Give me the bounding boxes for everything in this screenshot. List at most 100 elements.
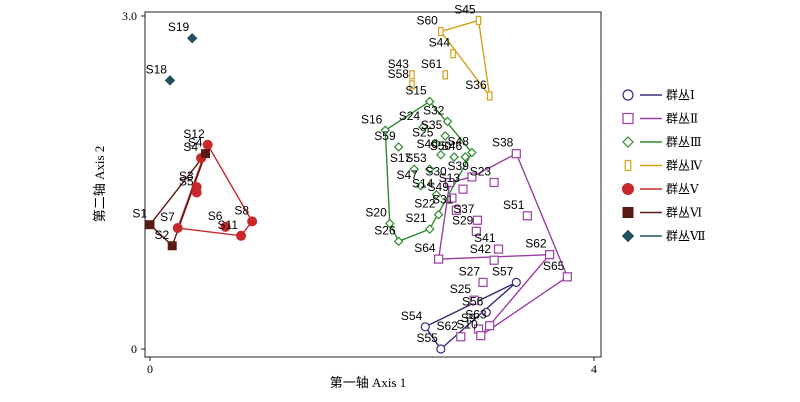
plot-point <box>409 70 415 80</box>
point-label: S15 <box>405 83 427 97</box>
plot-point <box>472 215 483 225</box>
plot-point <box>415 180 426 191</box>
point-label: S20 <box>365 206 387 220</box>
point-label: S55 <box>416 331 438 345</box>
point-label: S51 <box>503 198 525 212</box>
point-label: S4 <box>188 136 203 150</box>
point-label: S65 <box>543 259 565 273</box>
plot-point <box>493 244 504 254</box>
plot-point <box>476 331 486 341</box>
plot-point <box>380 125 391 136</box>
point-label: S3 <box>179 169 194 183</box>
point-label: S27 <box>459 264 481 278</box>
point-label: S10 <box>456 318 478 332</box>
plot-point <box>450 49 456 59</box>
point-label: S40 <box>416 137 438 151</box>
legend-label: 群丛Ⅲ <box>666 135 702 149</box>
plot-point <box>409 164 420 175</box>
point-label: S60 <box>416 14 438 28</box>
plot-frame <box>144 11 602 358</box>
legend-marker <box>622 112 634 125</box>
point-label: S9 <box>461 311 476 325</box>
plot-point <box>471 226 481 236</box>
plot-point <box>438 26 444 37</box>
plot-point <box>449 152 459 162</box>
plot-point <box>172 223 183 234</box>
plot-point <box>460 152 471 162</box>
legend-marker <box>622 136 634 148</box>
legend-label: 群丛Ⅵ <box>666 206 702 220</box>
point-label: S23 <box>470 165 492 179</box>
point-label: S7 <box>160 210 175 224</box>
point-label: S44 <box>429 36 451 50</box>
legend-label: 群丛Ⅴ <box>666 182 699 196</box>
point-label: S32 <box>423 103 445 117</box>
point-label: S39 <box>448 159 470 173</box>
point-label: S16 <box>361 112 383 126</box>
point-label: S30 <box>425 165 447 179</box>
plot-point <box>469 295 479 305</box>
point-label: S18 <box>146 62 168 76</box>
plot-point <box>511 277 521 287</box>
plot-point <box>220 221 231 232</box>
plot-point <box>247 216 258 227</box>
plot-point <box>442 116 453 127</box>
point-label: S24 <box>399 109 421 123</box>
point-label: S38 <box>492 136 514 150</box>
plot-point <box>431 189 442 200</box>
legend-marker <box>621 229 635 243</box>
plot-point <box>436 344 446 354</box>
plot-point <box>164 75 176 86</box>
plot-point <box>393 142 404 152</box>
plot-point <box>202 139 213 150</box>
point-label: S48 <box>448 135 470 149</box>
point-label: S22 <box>414 197 436 211</box>
legend-label: 群丛Ⅰ <box>666 88 695 102</box>
plot-point <box>434 254 444 264</box>
plot-point <box>456 332 466 342</box>
plot-point <box>486 91 493 101</box>
point-label: S17 <box>390 151 412 165</box>
point-label: S64 <box>414 241 436 255</box>
point-label: S35 <box>421 118 443 132</box>
plot-point <box>544 250 555 260</box>
group-hull-6 <box>149 153 207 248</box>
point-label: S43 <box>388 57 410 71</box>
point-label: S61 <box>421 57 443 71</box>
plot-point <box>201 149 210 159</box>
plot-point <box>186 32 198 44</box>
point-label: S26 <box>374 223 396 237</box>
plot-point <box>384 218 395 229</box>
plot-point <box>145 220 155 230</box>
point-label: S14 <box>412 177 434 191</box>
point-label: S4 <box>183 140 198 154</box>
plot-point <box>191 187 202 198</box>
point-label: S58 <box>388 67 410 81</box>
group-hull-4 <box>439 19 491 97</box>
plot-point <box>511 149 521 159</box>
point-label: S25 <box>450 282 472 296</box>
point-label: S45 <box>454 2 476 16</box>
legend-marker <box>622 183 634 195</box>
legend-marker <box>622 207 634 218</box>
point-label: S1 <box>132 207 147 221</box>
point-label: S56 <box>462 294 484 308</box>
point-label: S6 <box>208 209 223 223</box>
point-label: S63 <box>465 308 487 322</box>
plot-point <box>445 177 455 188</box>
point-label: S41 <box>474 231 496 245</box>
plot-point <box>467 147 477 158</box>
plot-point <box>467 172 477 182</box>
x-tick-label: 4 <box>591 362 597 376</box>
point-label: S12 <box>183 127 205 141</box>
point-label: S62 <box>436 319 458 333</box>
plot-point <box>451 205 461 215</box>
point-label: S5 <box>179 174 194 188</box>
point-label: S47 <box>396 168 418 182</box>
plot-point <box>478 277 488 287</box>
legend-label: 群丛Ⅳ <box>666 159 703 173</box>
point-label: S19 <box>168 20 190 34</box>
legend-marker <box>622 89 634 101</box>
y-tick-label: 0 <box>131 342 137 356</box>
